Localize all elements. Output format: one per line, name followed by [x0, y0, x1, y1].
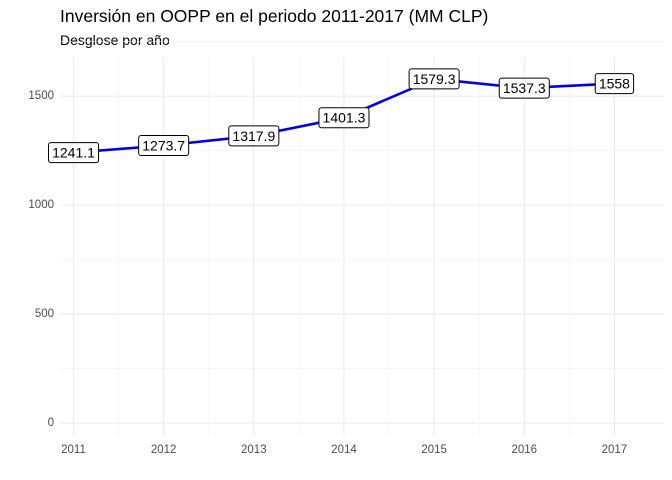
data-label-text: 1537.3: [503, 80, 546, 96]
y-tick-label: 1500: [28, 90, 54, 102]
data-labels: 1241.1 1273.7 1317.9 1401.3 1579.3 1537.3 1558: [48, 68, 635, 164]
x-tick-label: 2013: [241, 444, 267, 456]
data-label: 1317.9: [228, 125, 280, 147]
data-label: 1537.3: [498, 77, 550, 99]
data-label-text: 1558: [599, 76, 630, 92]
grid-lines: [60, 41, 664, 436]
x-tick-label: 2016: [511, 444, 537, 456]
chart-subtitle: Desglose por año: [60, 32, 170, 48]
data-label: 1401.3: [318, 107, 370, 129]
y-tick-label: 0: [48, 417, 54, 429]
x-tick-label: 2011: [61, 444, 86, 456]
data-label-box: [138, 134, 190, 156]
axis-tick-labels: 0 500 1000 1500 2011 2012 2013 2014 2015 2016 2017: [28, 90, 627, 456]
data-label-box: [408, 68, 460, 90]
data-label-text: 1579.3: [413, 71, 456, 87]
data-label-text: 1273.7: [142, 137, 185, 153]
x-tick-label: 2017: [602, 444, 628, 456]
data-label: 1579.3: [408, 68, 460, 90]
chart-title: Inversión en OOPP en el periodo 2011-201…: [60, 6, 489, 26]
data-label-box: [318, 107, 370, 129]
data-label-box: [498, 77, 550, 99]
data-label-box: [594, 73, 635, 95]
x-tick-label: 2012: [151, 444, 177, 456]
data-label: 1558: [594, 73, 635, 95]
data-label-text: 1317.9: [232, 128, 275, 144]
data-label: 1241.1: [48, 142, 100, 164]
data-label-text: 1401.3: [323, 110, 366, 126]
y-tick-label: 1000: [28, 199, 54, 211]
data-label-box: [48, 142, 100, 164]
x-tick-label: 2014: [331, 444, 357, 456]
y-tick-label: 500: [35, 308, 54, 320]
data-label-box: [228, 125, 280, 147]
data-label: 1273.7: [138, 134, 190, 156]
x-tick-label: 2015: [421, 444, 447, 456]
data-label-text: 1241.1: [52, 145, 95, 161]
